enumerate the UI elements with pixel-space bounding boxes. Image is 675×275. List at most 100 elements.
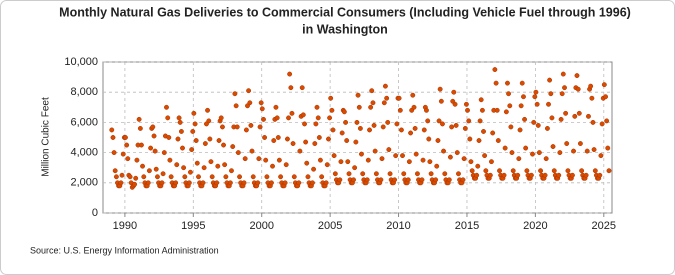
y-tick-label: 10,000 — [64, 56, 98, 68]
data-point — [151, 133, 157, 139]
data-point — [291, 174, 297, 180]
data-point — [175, 136, 181, 142]
data-point — [332, 171, 338, 177]
data-point — [177, 119, 183, 125]
data-point — [586, 113, 591, 119]
data-point — [474, 172, 480, 178]
data-point — [234, 124, 240, 130]
data-point — [441, 148, 447, 154]
data-point — [283, 162, 289, 168]
data-point — [517, 127, 523, 133]
data-point — [370, 100, 376, 106]
data-point — [583, 172, 589, 178]
data-point — [400, 153, 405, 159]
data-point — [530, 151, 535, 157]
data-point — [189, 147, 195, 153]
data-point — [227, 180, 233, 186]
data-point — [469, 168, 475, 174]
data-point — [331, 153, 337, 159]
data-point — [242, 156, 248, 162]
data-point — [505, 80, 510, 86]
x-tick-label: 2025 — [592, 220, 616, 232]
data-point — [590, 119, 596, 125]
data-point — [467, 136, 473, 142]
data-point — [494, 107, 500, 113]
data-point — [153, 166, 159, 172]
data-point — [562, 85, 567, 91]
data-point — [296, 180, 302, 186]
data-point — [543, 156, 549, 162]
data-point — [193, 138, 199, 143]
data-point — [173, 180, 179, 186]
data-point — [461, 156, 467, 162]
data-point — [214, 180, 220, 186]
data-point — [145, 180, 151, 186]
data-point — [134, 157, 140, 163]
data-point — [385, 119, 391, 125]
data-point — [271, 138, 277, 143]
data-point — [351, 177, 356, 183]
data-point — [435, 138, 441, 143]
x-tick-label: 2020 — [523, 220, 547, 232]
data-point — [547, 77, 553, 83]
data-point — [258, 100, 264, 106]
data-point — [548, 91, 554, 97]
data-point — [588, 83, 594, 89]
data-point — [579, 168, 585, 174]
data-point — [312, 141, 318, 146]
data-point — [326, 136, 331, 142]
data-point — [196, 174, 201, 180]
data-point — [396, 95, 402, 101]
data-point — [256, 156, 262, 162]
y-tick-label: 4,000 — [70, 147, 98, 159]
data-point — [589, 95, 595, 101]
data-point — [133, 175, 139, 181]
data-point — [344, 138, 350, 143]
data-point — [413, 151, 419, 157]
data-point — [208, 159, 214, 165]
data-point — [122, 135, 128, 140]
data-point — [155, 174, 160, 180]
data-point — [160, 171, 166, 177]
data-point — [442, 171, 448, 177]
data-point — [174, 162, 180, 168]
data-point — [489, 159, 494, 165]
data-point — [603, 94, 609, 100]
data-point — [223, 174, 229, 180]
data-point — [305, 174, 311, 180]
data-point — [550, 144, 556, 150]
data-point — [287, 71, 293, 77]
data-point — [557, 150, 563, 156]
data-point — [492, 67, 498, 73]
data-point — [241, 180, 247, 186]
data-point — [140, 163, 145, 169]
data-point — [475, 163, 481, 169]
data-point — [168, 174, 174, 180]
data-point — [202, 141, 208, 146]
data-point — [273, 104, 279, 110]
data-point — [495, 138, 501, 143]
data-point — [297, 148, 303, 154]
data-point — [456, 171, 461, 177]
data-point — [205, 107, 210, 113]
data-point — [434, 163, 440, 169]
data-point — [275, 135, 281, 140]
data-point — [438, 98, 444, 104]
data-point — [606, 168, 612, 174]
data-point — [159, 180, 165, 186]
x-tick-label: 2010 — [386, 220, 410, 232]
data-point — [355, 92, 361, 98]
data-point — [487, 172, 493, 178]
y-tick-label: 2,000 — [70, 177, 98, 189]
data-point — [460, 177, 466, 183]
data-point — [508, 124, 514, 130]
data-point — [454, 150, 460, 156]
data-point — [310, 180, 315, 186]
data-point — [556, 172, 562, 178]
data-point — [521, 94, 526, 100]
data-point — [328, 95, 334, 101]
data-point — [304, 160, 310, 166]
data-point — [510, 168, 516, 174]
data-point — [357, 125, 363, 131]
data-point — [466, 118, 472, 124]
